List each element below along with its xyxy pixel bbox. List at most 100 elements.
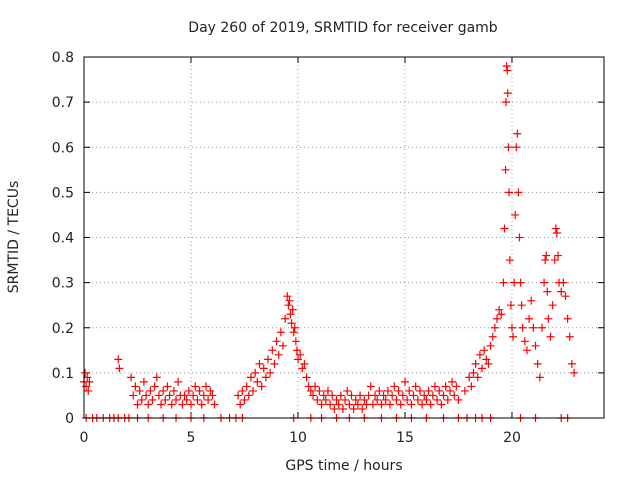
data-point <box>330 404 339 413</box>
data-point <box>445 386 454 395</box>
data-point <box>482 355 491 364</box>
data-point <box>502 62 511 71</box>
data-point <box>180 391 189 400</box>
data-point <box>515 233 524 242</box>
data-point <box>501 165 510 174</box>
data-point <box>398 391 407 400</box>
y-tick-label: 0.4 <box>52 231 74 247</box>
data-point <box>321 395 330 404</box>
data-point <box>484 359 493 368</box>
data-point <box>503 66 512 75</box>
y-axis-ticks: 0 0.1 0.2 0.3 0.4 0.5 0.6 0.7 0.8 <box>52 50 604 427</box>
data-point <box>334 400 343 409</box>
data-point <box>270 359 279 368</box>
data-point <box>246 373 255 382</box>
data-point <box>341 395 350 404</box>
data-point <box>360 395 369 404</box>
data-point <box>182 395 191 404</box>
data-point <box>452 382 461 391</box>
data-point <box>323 386 332 395</box>
data-point <box>186 400 195 409</box>
data-point <box>268 346 277 355</box>
data-point <box>201 382 210 391</box>
data-point <box>552 228 561 237</box>
data-point <box>234 391 243 400</box>
data-point <box>475 350 484 359</box>
data-point <box>390 382 399 391</box>
data-point <box>550 256 559 265</box>
data-point <box>501 98 510 107</box>
data-point <box>238 386 247 395</box>
data-point <box>289 328 298 337</box>
data-point <box>284 301 293 310</box>
data-point <box>115 364 124 373</box>
data-point <box>127 373 136 382</box>
data-point <box>437 400 446 409</box>
data-point <box>375 386 384 395</box>
data-point <box>513 129 522 138</box>
data-point <box>332 395 341 404</box>
data-point <box>441 382 450 391</box>
data-point <box>517 301 526 310</box>
data-point <box>448 377 457 386</box>
data-point <box>137 395 146 404</box>
data-point <box>272 337 281 346</box>
data-point <box>565 332 574 341</box>
y-tick-label: 0 <box>65 411 74 427</box>
data-point <box>257 382 266 391</box>
data-point <box>351 395 360 404</box>
data-point <box>81 368 90 377</box>
data-point <box>420 391 429 400</box>
data-point <box>433 395 442 404</box>
data-point <box>204 395 213 404</box>
data-point <box>193 395 202 404</box>
data-point <box>264 355 273 364</box>
data-point <box>561 292 570 301</box>
data-point <box>253 377 262 386</box>
data-point <box>345 400 354 409</box>
data-point <box>287 319 296 328</box>
data-point <box>495 305 504 314</box>
data-point <box>544 314 553 323</box>
data-point <box>480 346 489 355</box>
data-point <box>135 386 144 395</box>
data-point <box>291 337 300 346</box>
data-point <box>411 382 420 391</box>
data-point <box>366 382 375 391</box>
data-point <box>195 386 204 395</box>
data-point <box>197 400 206 409</box>
data-point <box>157 400 166 409</box>
data-point <box>159 386 168 395</box>
data-point <box>522 346 531 355</box>
x-tick-label: 15 <box>396 430 414 446</box>
data-point <box>557 287 566 296</box>
data-point <box>531 341 540 350</box>
data-point <box>506 301 515 310</box>
data-point <box>563 314 572 323</box>
data-point <box>82 382 91 391</box>
data-point <box>377 400 386 409</box>
data-point <box>371 391 380 400</box>
data-point <box>169 386 178 395</box>
data-point <box>426 400 435 409</box>
data-point <box>356 391 365 400</box>
data-point <box>493 314 502 323</box>
data-point <box>349 404 358 413</box>
y-tick-label: 0.1 <box>52 366 74 382</box>
data-point <box>285 296 294 305</box>
data-point <box>368 400 377 409</box>
data-point <box>396 400 405 409</box>
data-point <box>133 400 142 409</box>
data-point <box>570 368 579 377</box>
data-point <box>249 386 258 395</box>
data-point <box>83 373 92 382</box>
data-point <box>383 386 392 395</box>
data-point <box>167 400 176 409</box>
data-point <box>302 373 311 382</box>
data-point <box>131 382 140 391</box>
x-axis-ticks: 0 5 10 15 20 <box>80 57 521 446</box>
x-axis-label: GPS time / hours <box>285 458 402 474</box>
data-point <box>542 251 551 260</box>
data-point <box>409 391 418 400</box>
data-point <box>146 386 155 395</box>
